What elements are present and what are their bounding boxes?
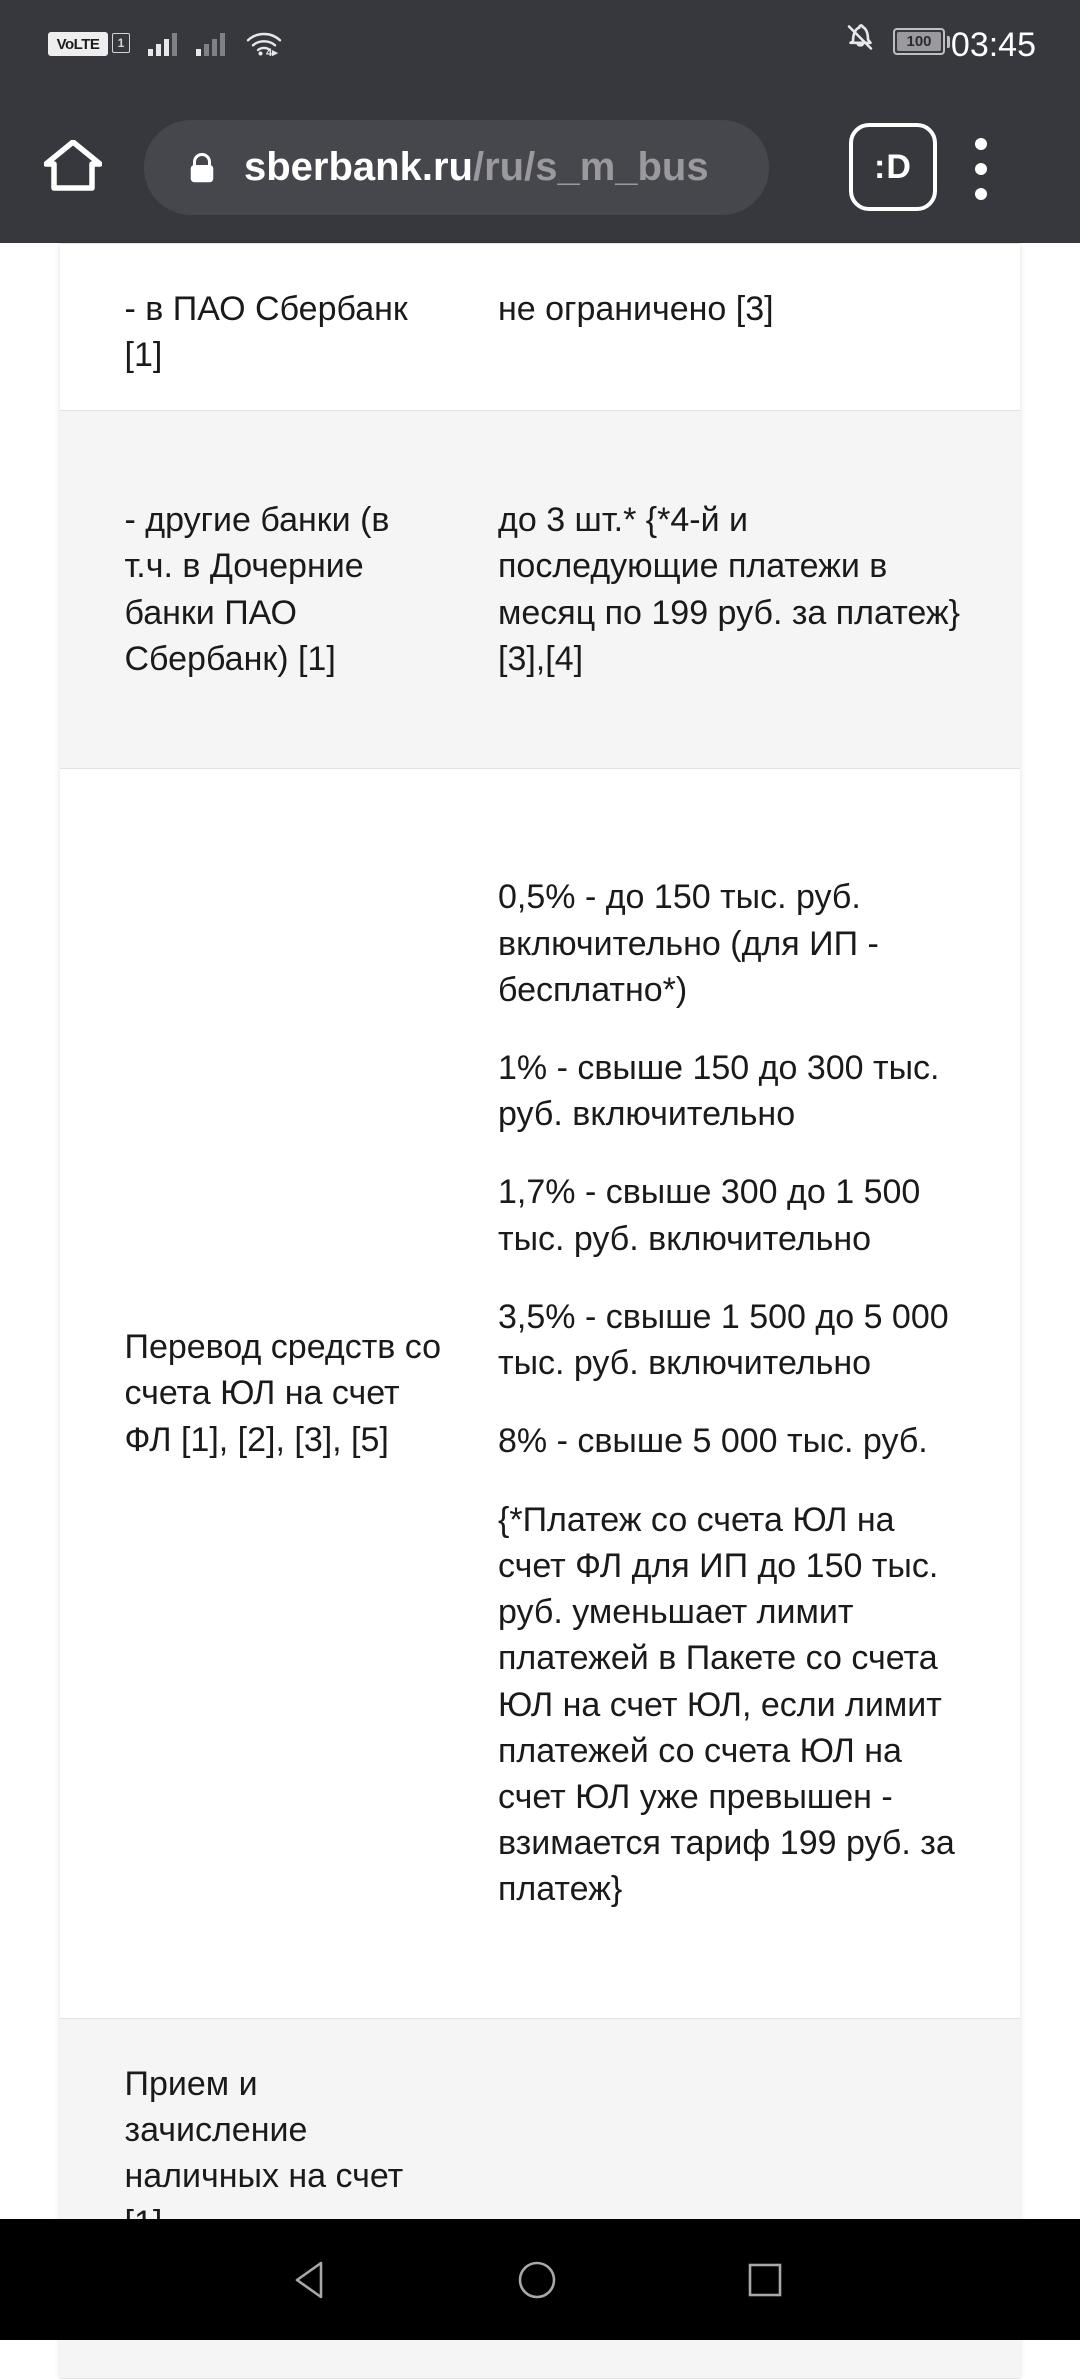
svg-text:4▸: 4▸ (266, 47, 278, 57)
